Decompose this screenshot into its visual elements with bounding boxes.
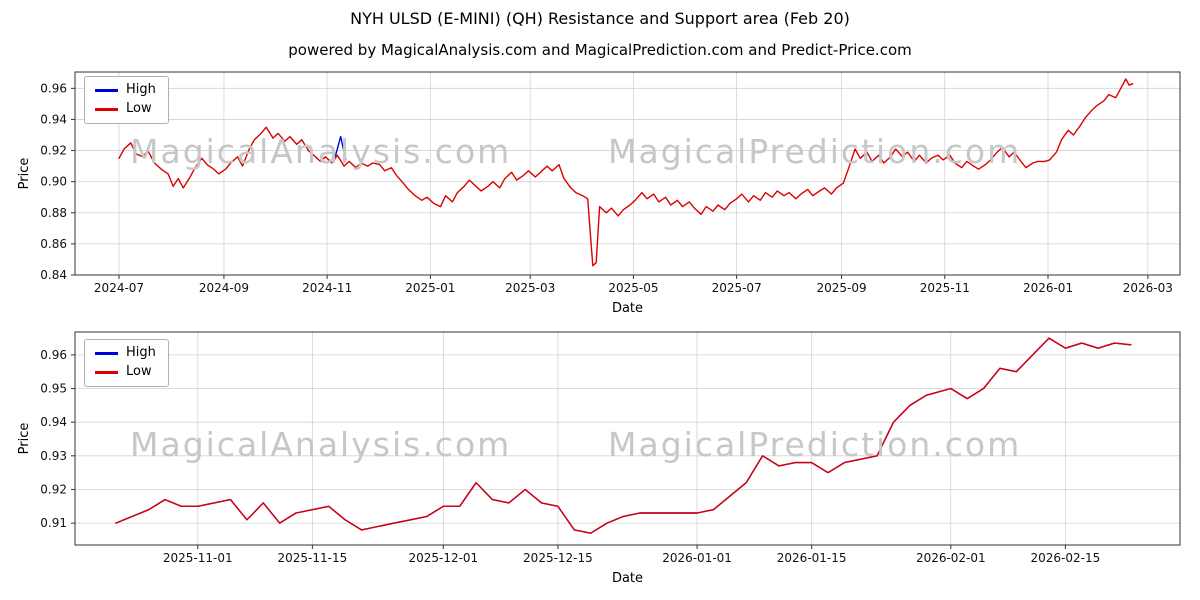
svg-text:2024-07: 2024-07 <box>94 281 144 295</box>
svg-text:2025-07: 2025-07 <box>712 281 762 295</box>
svg-text:Price: Price <box>17 423 32 455</box>
svg-text:2024-11: 2024-11 <box>302 281 352 295</box>
svg-text:2025-11-15: 2025-11-15 <box>277 551 347 565</box>
svg-text:0.94: 0.94 <box>40 112 67 126</box>
svg-text:2024-09: 2024-09 <box>199 281 249 295</box>
svg-text:0.96: 0.96 <box>40 348 67 362</box>
legend-item-high: High <box>95 345 156 360</box>
svg-text:2025-12-15: 2025-12-15 <box>523 551 593 565</box>
svg-text:0.93: 0.93 <box>40 449 67 463</box>
svg-text:0.92: 0.92 <box>40 482 67 496</box>
svg-text:0.96: 0.96 <box>40 81 67 95</box>
high-line-swatch <box>95 88 118 92</box>
legend: High Low <box>84 339 169 387</box>
svg-text:2025-11-01: 2025-11-01 <box>163 551 233 565</box>
figure-subtitle: powered by MagicalAnalysis.com and Magic… <box>288 41 912 59</box>
high-line-swatch <box>95 351 118 355</box>
zoom-chart-canvas: 2025-11-01 2025-11-15 2025-12-01 2025-12-15… <box>17 331 1181 586</box>
legend-label-high: High <box>126 345 156 360</box>
svg-text:2026-03: 2026-03 <box>1123 281 1173 295</box>
legend-label-high: High <box>126 82 156 97</box>
legend-item-low: Low <box>95 364 156 380</box>
svg-text:0.94: 0.94 <box>40 415 67 429</box>
figure-title: NYH ULSD (E-MINI) (QH) Resistance and Su… <box>350 9 850 28</box>
zoom-price-chart: MagicalAnalysis.com MagicalPrediction.co… <box>0 325 1200 600</box>
legend-item-low: Low <box>95 101 156 117</box>
svg-text:0.86: 0.86 <box>40 237 67 251</box>
svg-text:2026-01: 2026-01 <box>1023 281 1073 295</box>
svg-text:2026-02-15: 2026-02-15 <box>1031 551 1101 565</box>
main-chart-canvas: 2024-07 2024-09 2024-11 2025-01 2025-03 2025-… <box>17 71 1181 316</box>
svg-text:Date: Date <box>612 571 643 586</box>
svg-text:2026-02-01: 2026-02-01 <box>916 551 986 565</box>
svg-text:0.88: 0.88 <box>40 206 67 220</box>
svg-text:2025-03: 2025-03 <box>505 281 555 295</box>
legend: High Low <box>84 76 169 124</box>
svg-text:0.84: 0.84 <box>40 268 67 282</box>
svg-text:0.92: 0.92 <box>40 144 67 158</box>
svg-text:Date: Date <box>612 301 643 316</box>
svg-text:0.95: 0.95 <box>40 382 67 396</box>
svg-text:2025-05: 2025-05 <box>608 281 658 295</box>
svg-text:0.90: 0.90 <box>40 175 67 189</box>
legend-label-low: Low <box>126 364 152 380</box>
legend-label-low: Low <box>126 101 152 117</box>
svg-text:0.91: 0.91 <box>40 516 67 530</box>
low-line-swatch <box>95 370 118 374</box>
svg-text:2026-01-15: 2026-01-15 <box>777 551 847 565</box>
svg-text:2025-09: 2025-09 <box>816 281 866 295</box>
legend-item-high: High <box>95 82 156 97</box>
svg-text:2025-11: 2025-11 <box>920 281 970 295</box>
svg-text:Price: Price <box>17 158 32 190</box>
svg-text:2025-01: 2025-01 <box>405 281 455 295</box>
svg-text:2026-01-01: 2026-01-01 <box>662 551 732 565</box>
main-price-chart: MagicalAnalysis.com MagicalPrediction.co… <box>0 62 1200 325</box>
low-line-swatch <box>95 107 118 111</box>
svg-text:2025-12-01: 2025-12-01 <box>408 551 478 565</box>
